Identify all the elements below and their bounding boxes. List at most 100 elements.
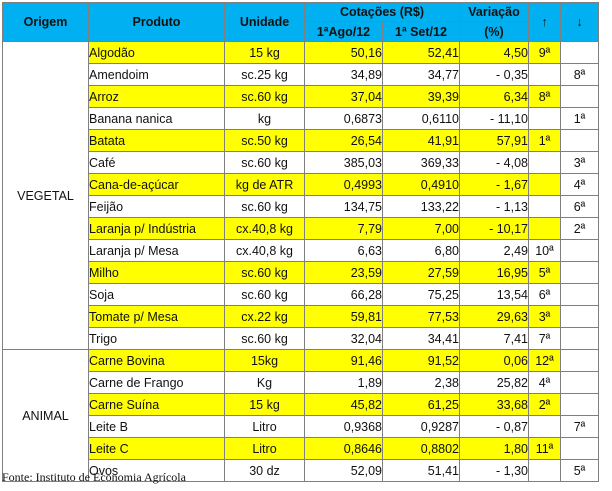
cell-rank-down: 4ª [560,173,599,196]
cell-set: 51,41 [382,459,460,482]
cell-rank-up [528,195,561,218]
cell-rank-down [560,261,599,284]
cell-rank-down [560,283,599,306]
cell-rank-up: 12ª [528,349,561,372]
cell-set: 34,41 [382,327,460,350]
cell-produto: Ovos [88,459,225,482]
cell-rank-up [528,107,561,130]
cell-unidade: Litro [224,415,305,438]
cell-rank-down [560,349,599,372]
cell-set: 75,25 [382,283,460,306]
cell-produto: Trigo [88,327,225,350]
cell-produto: Laranja p/ Indústria [88,217,225,240]
cell-rank-down: 7ª [560,415,599,438]
cell-ago: 37,04 [304,85,383,108]
cell-produto: Soja [88,283,225,306]
cell-ago: 0,9368 [304,415,383,438]
cell-ago: 59,81 [304,305,383,328]
cell-unidade: cx.40,8 kg [224,217,305,240]
cell-ago: 1,89 [304,371,383,394]
cell-produto: Batata [88,129,225,152]
cell-rank-up: 6ª [528,283,561,306]
cell-unidade: kg [224,107,305,130]
cell-ago: 385,03 [304,151,383,174]
arrow-down-icon: ↓ [560,2,599,42]
table-row: Carne Suína 15 kg 45,82 61,25 33,68 2ª [3,393,599,416]
cell-variacao: 29,63 [459,305,529,328]
table-row: Trigo sc.60 kg 32,04 34,41 7,41 7ª [3,327,599,350]
cell-produto: Leite B [88,415,225,438]
cell-rank-up: 3ª [528,305,561,328]
group-animal: ANIMAL [2,349,89,482]
header-unidade: Unidade [224,2,305,42]
header-origem: Origem [2,2,89,42]
cell-ago: 91,46 [304,349,383,372]
table-row: Laranja p/ Mesa cx.40,8 kg 6,63 6,80 2,49 10ª [3,239,599,262]
cell-produto: Café [88,151,225,174]
cell-unidade: sc.60 kg [224,195,305,218]
cell-rank-up [528,173,561,196]
cell-variacao: 6,34 [459,85,529,108]
cell-unidade: 15kg [224,349,305,372]
cell-rank-down [560,371,599,394]
cell-rank-up: 4ª [528,371,561,394]
cell-rank-up: 8ª [528,85,561,108]
table-body: VEGETAL Algodão 15 kg 50,16 52,41 4,50 9ª Amend… [2,41,599,482]
cell-rank-up [528,63,561,86]
cell-produto: Feijão [88,195,225,218]
cell-rank-down: 5ª [560,459,599,482]
table-row: Feijão sc.60 kg 134,75 133,22- 1,13 6ª [3,195,599,218]
cell-unidade: sc.50 kg [224,129,305,152]
cell-rank-down: 8ª [560,63,599,86]
cell-ago: 66,28 [304,283,383,306]
cell-produto: Tomate p/ Mesa [88,305,225,328]
cell-variacao: - 1,30 [459,459,529,482]
cell-ago: 0,4993 [304,173,383,196]
table-row: Laranja p/ Indústria cx.40,8 kg 7,79 7,00- … [3,217,599,240]
table-row: Carne de Frango Kg 1,89 2,38 25,82 4ª [3,371,599,394]
table-row: Batata sc.50 kg 26,54 41,91 57,91 1ª [3,129,599,152]
cell-ago: 134,75 [304,195,383,218]
cell-rank-down [560,129,599,152]
cell-unidade: 30 dz [224,459,305,482]
cell-rank-up: 2ª [528,393,561,416]
cell-variacao: - 4,08 [459,151,529,174]
cell-set: 0,4910 [382,173,460,196]
cell-set: 61,25 [382,393,460,416]
cell-produto: Arroz [88,85,225,108]
cell-produto: Amendoim [88,63,225,86]
cell-variacao: - 0,87 [459,415,529,438]
table-row: Arroz sc.60 kg 37,04 39,39 6,34 8ª [3,85,599,108]
cell-rank-down: 2ª [560,217,599,240]
cell-unidade: sc.60 kg [224,283,305,306]
cell-variacao: 1,80 [459,437,529,460]
table-row: Soja sc.60 kg 66,28 75,25 13,54 6ª [3,283,599,306]
cell-unidade: sc.25 kg [224,63,305,86]
cell-variacao: - 10,17 [459,217,529,240]
cell-variacao: - 1,67 [459,173,529,196]
table-row: Cana-de-açúcar kg de ATR 0,4993 0,4910- 1,6… [3,173,599,196]
cell-ago: 6,63 [304,239,383,262]
cell-unidade: 15 kg [224,393,305,416]
header-pct: (%) [459,21,529,42]
cell-unidade: sc.60 kg [224,151,305,174]
cell-unidade: Kg [224,371,305,394]
cell-rank-down [560,85,599,108]
group-vegetal: VEGETAL [2,41,89,350]
cell-rank-up: 1ª [528,129,561,152]
cell-variacao: 25,82 [459,371,529,394]
cell-set: 91,52 [382,349,460,372]
header-set: 1ª Set/12 [382,21,460,42]
cell-rank-up: 9ª [528,41,561,64]
cell-unidade: Litro [224,437,305,460]
cell-set: 0,8802 [382,437,460,460]
cell-variacao: - 1,13 [459,195,529,218]
cell-produto: Carne de Frango [88,371,225,394]
cell-unidade: 15 kg [224,41,305,64]
cell-set: 0,9287 [382,415,460,438]
cell-variacao: 4,50 [459,41,529,64]
cell-set: 7,00 [382,217,460,240]
cell-set: 77,53 [382,305,460,328]
cell-rank-up: 11ª [528,437,561,460]
cell-ago: 32,04 [304,327,383,350]
